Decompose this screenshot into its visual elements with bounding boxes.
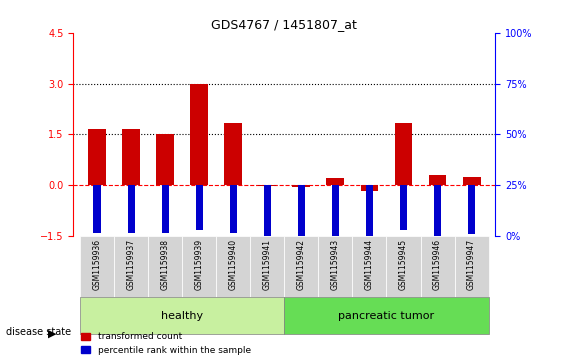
Bar xyxy=(468,185,475,234)
Text: GSM1159938: GSM1159938 xyxy=(160,239,169,290)
Text: GSM1159940: GSM1159940 xyxy=(229,239,238,290)
Text: GSM1159946: GSM1159946 xyxy=(433,239,442,290)
Bar xyxy=(93,185,101,233)
Bar xyxy=(263,185,271,236)
FancyBboxPatch shape xyxy=(421,236,454,297)
Text: GSM1159941: GSM1159941 xyxy=(263,239,272,290)
Text: GSM1159944: GSM1159944 xyxy=(365,239,374,290)
Bar xyxy=(127,185,135,233)
Bar xyxy=(122,129,140,185)
Bar xyxy=(292,185,310,187)
Bar xyxy=(434,185,441,236)
FancyBboxPatch shape xyxy=(216,236,251,297)
Text: GSM1159947: GSM1159947 xyxy=(467,239,476,290)
Text: GSM1159942: GSM1159942 xyxy=(297,239,306,290)
Text: pancreatic tumor: pancreatic tumor xyxy=(338,311,435,321)
Text: GSM1159939: GSM1159939 xyxy=(195,239,204,290)
Bar xyxy=(258,185,276,186)
Legend: transformed count, percentile rank within the sample: transformed count, percentile rank withi… xyxy=(78,329,254,359)
Bar xyxy=(88,129,106,185)
Text: GSM1159943: GSM1159943 xyxy=(331,239,340,290)
Bar xyxy=(190,83,208,185)
Text: disease state: disease state xyxy=(6,327,71,337)
FancyBboxPatch shape xyxy=(80,236,114,297)
Text: healthy: healthy xyxy=(161,311,203,321)
FancyBboxPatch shape xyxy=(251,236,284,297)
Bar xyxy=(395,123,413,185)
Text: GSM1159937: GSM1159937 xyxy=(127,239,136,290)
Bar xyxy=(156,134,174,185)
FancyBboxPatch shape xyxy=(182,236,216,297)
Bar xyxy=(327,178,345,185)
FancyBboxPatch shape xyxy=(352,236,386,297)
Bar xyxy=(463,177,481,185)
Title: GDS4767 / 1451807_at: GDS4767 / 1451807_at xyxy=(211,19,358,32)
FancyBboxPatch shape xyxy=(284,236,318,297)
FancyBboxPatch shape xyxy=(114,236,148,297)
FancyBboxPatch shape xyxy=(80,297,284,334)
Bar xyxy=(230,185,237,233)
Bar xyxy=(428,175,446,185)
Bar xyxy=(162,185,169,233)
FancyBboxPatch shape xyxy=(318,236,352,297)
Bar xyxy=(366,185,373,236)
Text: GSM1159945: GSM1159945 xyxy=(399,239,408,290)
Text: ▶: ▶ xyxy=(48,328,56,338)
FancyBboxPatch shape xyxy=(386,236,421,297)
Bar xyxy=(224,123,242,185)
FancyBboxPatch shape xyxy=(284,297,489,334)
Bar xyxy=(332,185,339,236)
Bar xyxy=(360,185,378,191)
Bar xyxy=(195,185,203,230)
Bar xyxy=(298,185,305,236)
Bar xyxy=(400,185,407,231)
Text: GSM1159936: GSM1159936 xyxy=(92,239,101,290)
FancyBboxPatch shape xyxy=(148,236,182,297)
FancyBboxPatch shape xyxy=(454,236,489,297)
